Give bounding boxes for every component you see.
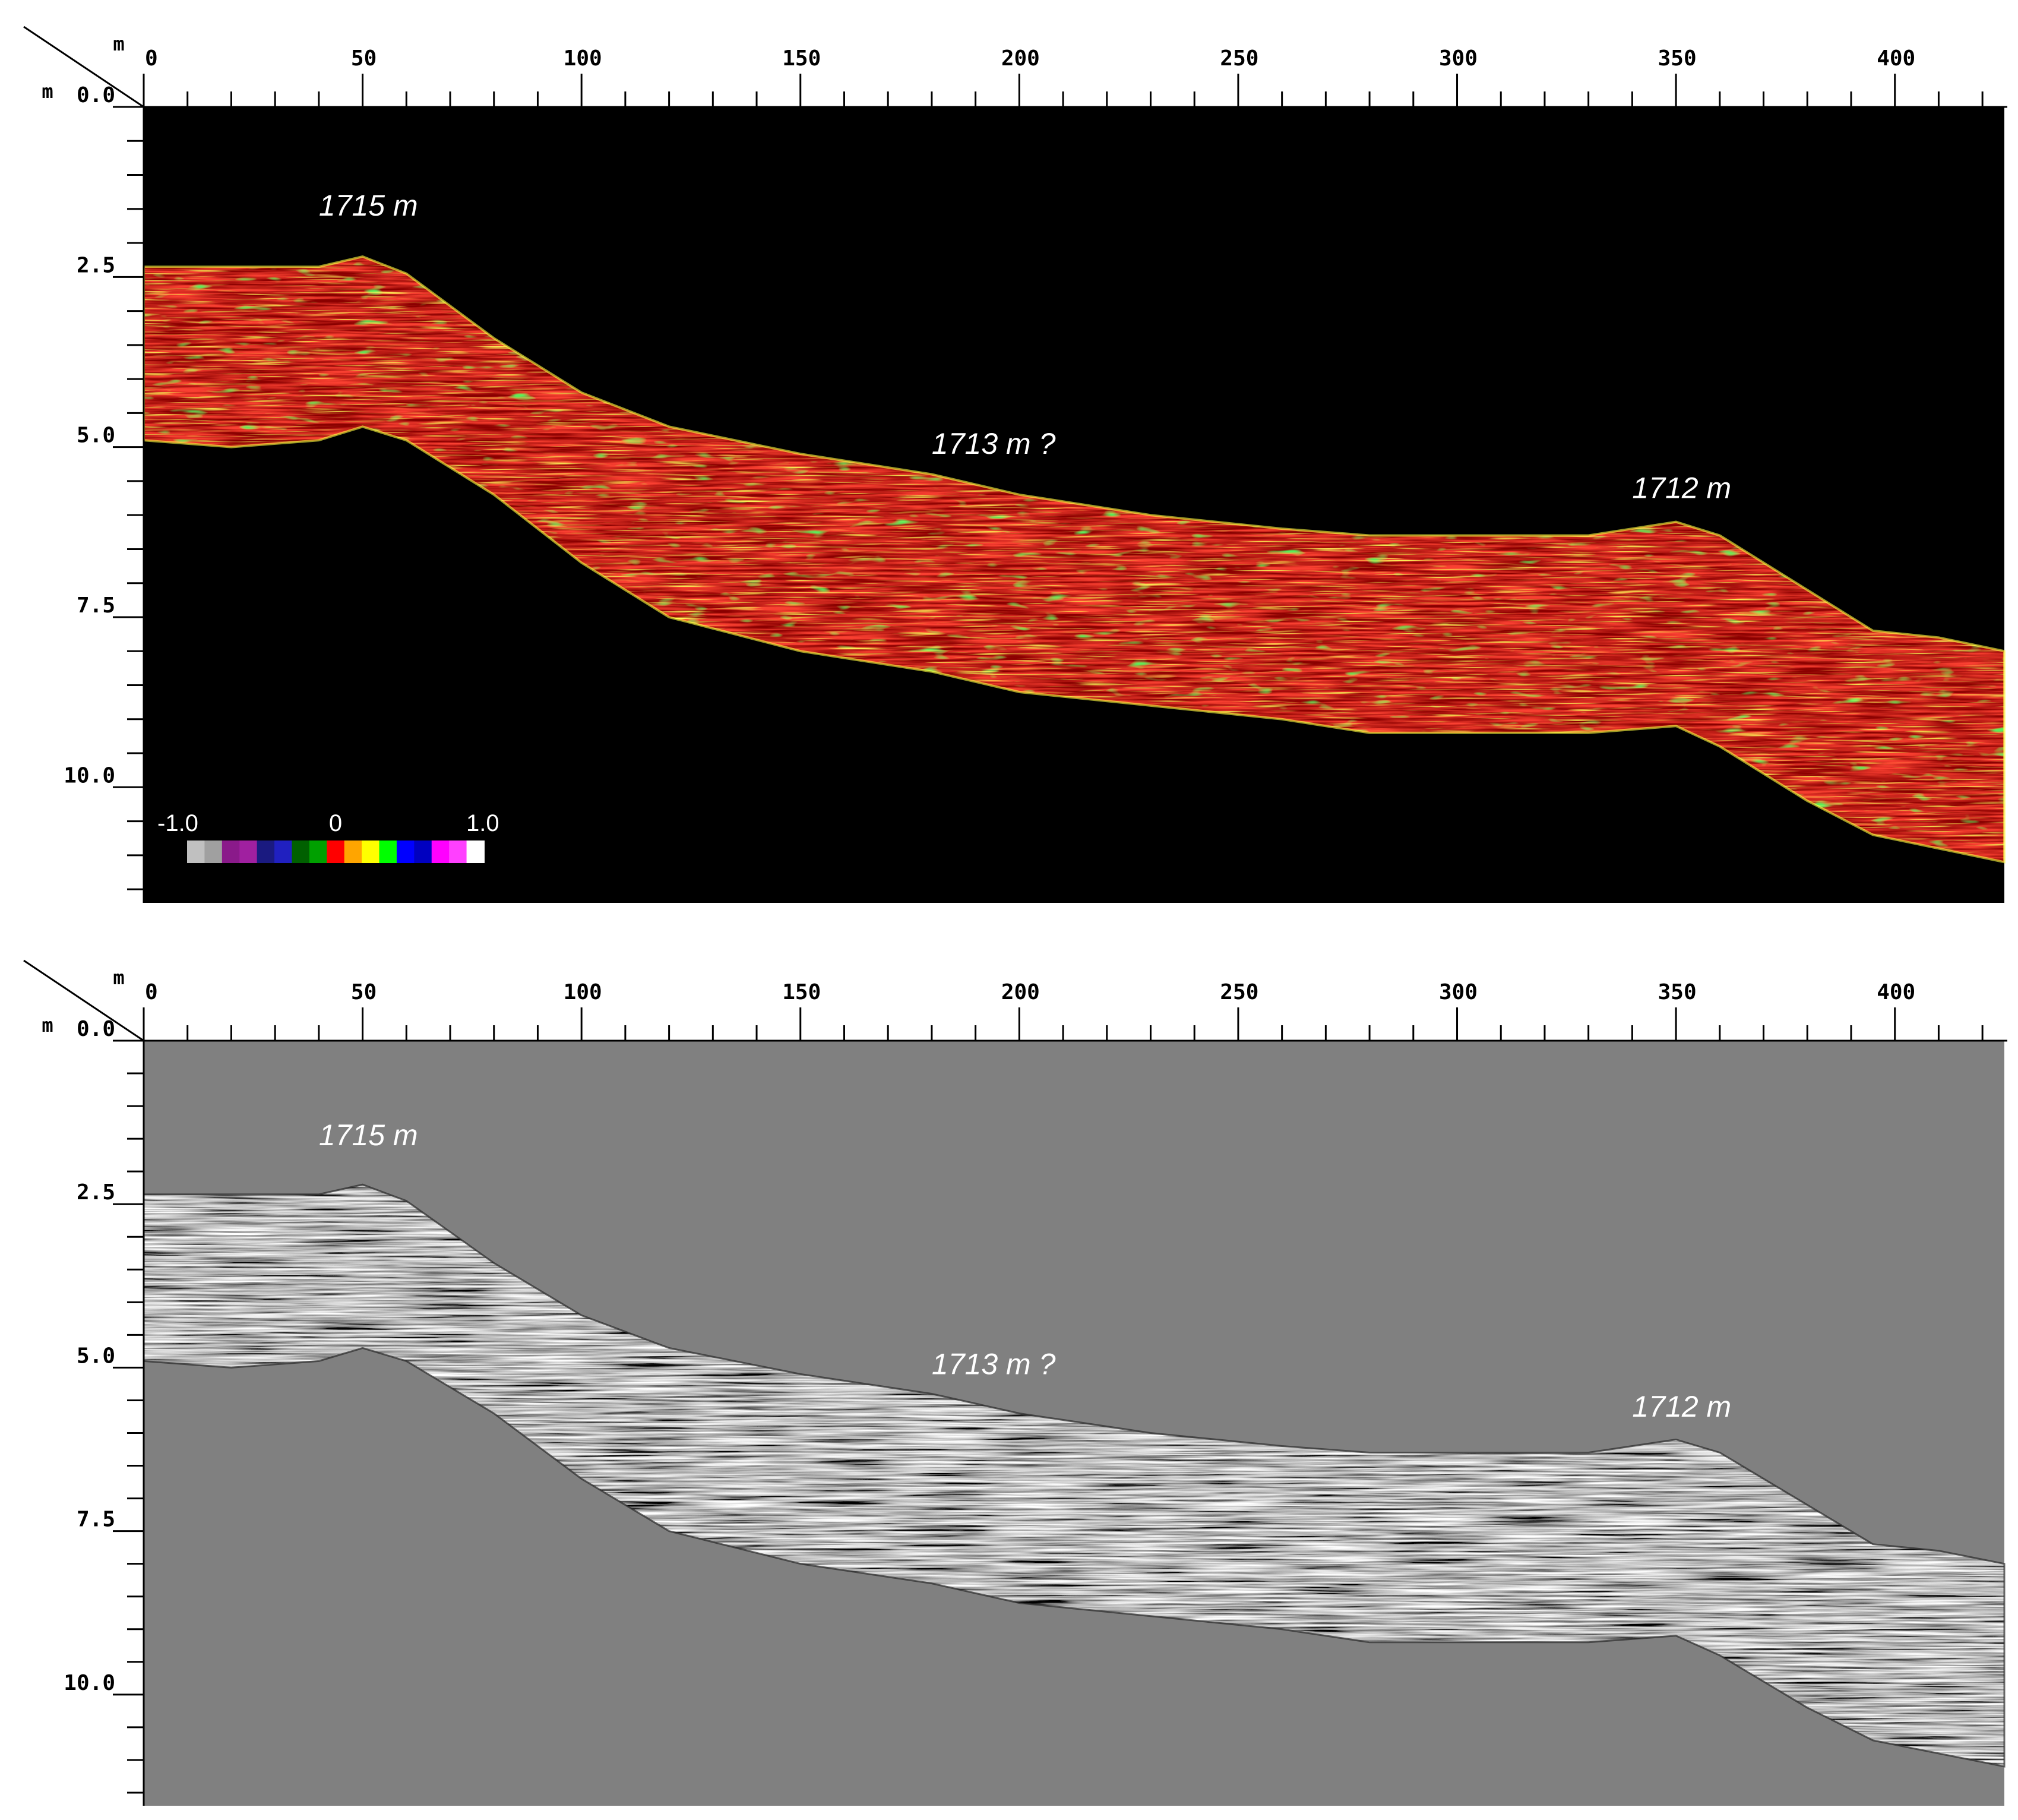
x-tick-label: 0 (145, 980, 158, 1004)
color-scale-swatch (449, 841, 467, 863)
color-scale-swatch (222, 841, 241, 863)
panel-gray: 0 50 100 150 200 250 300 350 400 0.0 2.5 5.0 7.5 10.0… (23, 959, 2007, 1806)
x-tick-label: 0 (145, 46, 158, 71)
y-tick-label: 7.5 (77, 1508, 115, 1532)
x-tick-label: 100 (564, 46, 602, 71)
x-tick-label: 400 (1877, 46, 1915, 71)
x-unit-label: m (113, 33, 124, 55)
x-tick-label: 50 (351, 980, 377, 1004)
color-scale-swatch (257, 841, 276, 863)
x-tick-label: 300 (1439, 46, 1478, 71)
panels-layer: 0 50 100 150 200 250 300 350 400 0.0 2.5 5.0 7.5 10.0… (23, 26, 2007, 1806)
x-tick-label: 250 (1220, 46, 1258, 71)
corner-diagonal (23, 959, 144, 1042)
x-tick-label: 400 (1877, 980, 1915, 1004)
x-tick-label: 150 (782, 980, 821, 1004)
y-tick-label: 2.5 (77, 253, 115, 277)
y-tick-label: 5.0 (77, 1344, 115, 1368)
y-tick-label: 5.0 (77, 424, 115, 448)
x-tick-label: 300 (1439, 980, 1478, 1004)
color-scale-swatch (466, 841, 485, 863)
color-scale-swatch (274, 841, 293, 863)
color-scale-swatch (309, 841, 328, 863)
x-tick-label: 350 (1658, 980, 1697, 1004)
y-tick-label: 7.5 (77, 593, 115, 618)
depth-annotation: 1715 m (319, 1118, 418, 1152)
color-scale: -1.0 0 1.0 (157, 810, 499, 863)
seafloor-reflector (143, 1183, 2006, 1768)
color-scale-swatch (396, 841, 415, 863)
depth-annotation: 1713 m ? (932, 1347, 1056, 1380)
color-scale-swatch (344, 841, 363, 863)
depth-annotation: 1715 m (319, 189, 418, 222)
color-scale-mid-label: 0 (329, 810, 342, 836)
y-tick-label: 0.0 (77, 83, 115, 108)
seafloor-reflector (143, 255, 2006, 864)
x-tick-label: 350 (1658, 46, 1697, 71)
y-tick-label: 2.5 (77, 1180, 115, 1205)
x-unit-label: m (113, 966, 124, 989)
color-scale-swatch (239, 841, 258, 863)
color-scale-swatch (292, 841, 310, 863)
y-tick-label: 10.0 (64, 763, 115, 788)
y-unit-label: m (42, 80, 53, 103)
x-tick-label: 50 (351, 46, 377, 71)
color-scale-swatch (379, 841, 397, 863)
panel-color: 0 50 100 150 200 250 300 350 400 0.0 2.5 5.0 7.5 10.0… (23, 26, 2007, 903)
x-tick-label: 250 (1220, 980, 1258, 1004)
color-scale-swatch (327, 841, 345, 863)
color-scale-min-label: -1.0 (157, 810, 198, 836)
x-tick-label: 200 (1001, 980, 1040, 1004)
depth-annotation: 1713 m ? (932, 427, 1056, 460)
color-scale-swatch (362, 841, 380, 863)
x-tick-label: 200 (1001, 46, 1040, 71)
y-unit-label: m (42, 1014, 53, 1037)
depth-annotation: 1712 m (1632, 1390, 1731, 1423)
y-tick-label: 0.0 (77, 1017, 115, 1041)
color-scale-swatch (431, 841, 450, 863)
color-scale-max-label: 1.0 (466, 810, 499, 836)
color-scale-swatch (414, 841, 432, 863)
corner-diagonal (23, 26, 144, 108)
x-tick-label: 100 (564, 980, 602, 1004)
x-tick-label: 150 (782, 46, 821, 71)
color-scale-swatch (204, 841, 223, 863)
y-tick-label: 10.0 (64, 1671, 115, 1695)
color-scale-swatch (187, 841, 205, 863)
depth-annotation: 1712 m (1632, 472, 1731, 505)
